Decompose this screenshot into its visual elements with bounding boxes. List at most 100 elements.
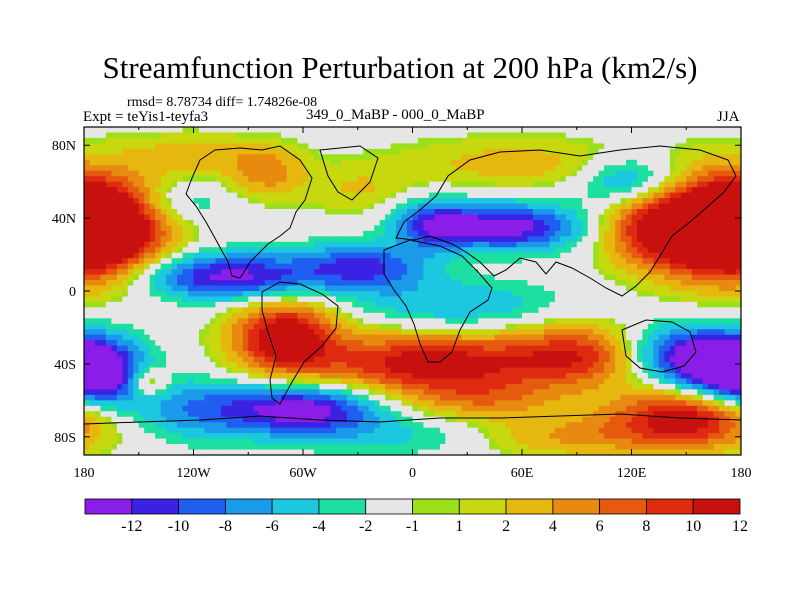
field-cell bbox=[472, 312, 479, 319]
field-cell bbox=[275, 323, 282, 330]
field-cell bbox=[505, 165, 512, 172]
field-cell bbox=[719, 312, 726, 319]
field-cell bbox=[133, 159, 140, 166]
field-cell bbox=[270, 269, 277, 276]
field-cell bbox=[472, 280, 479, 287]
field-cell bbox=[445, 301, 452, 308]
field-cell bbox=[166, 280, 173, 287]
field-cell bbox=[549, 318, 556, 325]
field-cell bbox=[626, 269, 633, 276]
field-cell bbox=[264, 165, 271, 172]
field-cell bbox=[133, 137, 140, 144]
field-cell bbox=[231, 230, 238, 237]
field-cell bbox=[330, 258, 337, 265]
field-cell bbox=[237, 176, 244, 183]
field-cell bbox=[505, 159, 512, 166]
field-cell bbox=[675, 318, 682, 325]
field-cell bbox=[390, 263, 397, 270]
field-cell bbox=[346, 159, 353, 166]
field-cell bbox=[94, 214, 102, 221]
field-cell bbox=[428, 340, 435, 347]
field-cell bbox=[89, 230, 96, 237]
field-cell bbox=[417, 345, 425, 352]
field-cell bbox=[456, 236, 463, 243]
field-cell bbox=[483, 291, 490, 298]
field-cell bbox=[571, 307, 578, 314]
field-cell bbox=[100, 225, 107, 232]
field-cell bbox=[89, 258, 96, 265]
field-cell bbox=[713, 318, 720, 325]
field-cell bbox=[352, 345, 359, 352]
field-cell bbox=[461, 280, 468, 287]
field-cell bbox=[89, 312, 96, 319]
field-cell bbox=[363, 219, 370, 226]
field-cell bbox=[292, 285, 299, 292]
field-cell bbox=[439, 280, 446, 287]
field-cell bbox=[407, 258, 414, 265]
field-cell bbox=[631, 154, 638, 161]
field-cell bbox=[390, 214, 397, 221]
field-cell bbox=[527, 225, 534, 232]
field-cell bbox=[450, 154, 457, 161]
field-cell bbox=[160, 148, 167, 155]
field-cell bbox=[543, 203, 550, 210]
field-cell bbox=[472, 159, 479, 166]
field-cell bbox=[379, 214, 386, 221]
field-cell bbox=[653, 252, 660, 259]
field-cell bbox=[270, 340, 277, 347]
field-cell bbox=[532, 296, 540, 303]
field-cell bbox=[292, 329, 299, 336]
field-cell bbox=[549, 307, 556, 314]
field-cell bbox=[642, 312, 649, 319]
field-cell bbox=[576, 274, 583, 281]
field-cell bbox=[423, 274, 430, 281]
field-cell bbox=[270, 170, 277, 177]
field-cell bbox=[198, 198, 206, 205]
field-cell bbox=[450, 285, 457, 292]
field-cell bbox=[450, 236, 457, 243]
field-cell bbox=[303, 225, 310, 232]
field-cell bbox=[396, 225, 403, 232]
field-cell bbox=[636, 340, 644, 347]
field-cell bbox=[111, 345, 118, 352]
field-cell bbox=[166, 132, 173, 139]
field-cell bbox=[303, 127, 310, 134]
field-cell bbox=[144, 127, 151, 134]
field-cell bbox=[735, 165, 741, 172]
field-cell bbox=[697, 203, 704, 210]
field-cell bbox=[691, 263, 698, 270]
field-cell bbox=[593, 192, 600, 199]
field-cell bbox=[341, 165, 348, 172]
field-cell bbox=[417, 252, 425, 259]
field-cell bbox=[94, 307, 102, 314]
field-cell bbox=[166, 307, 173, 314]
field-cell bbox=[281, 351, 288, 358]
field-cell bbox=[423, 241, 430, 248]
field-cell bbox=[390, 225, 397, 232]
field-cell bbox=[708, 230, 715, 237]
field-cell bbox=[122, 127, 129, 134]
field-cell bbox=[259, 209, 266, 216]
field-cell bbox=[675, 143, 682, 150]
field-cell bbox=[374, 230, 381, 237]
field-cell bbox=[417, 225, 425, 232]
field-cell bbox=[467, 351, 474, 358]
field-cell bbox=[675, 165, 682, 172]
field-cell bbox=[598, 214, 605, 221]
field-cell bbox=[352, 258, 359, 265]
field-cell bbox=[264, 296, 271, 303]
field-cell bbox=[434, 291, 441, 298]
field-cell bbox=[368, 127, 375, 134]
field-cell bbox=[379, 230, 386, 237]
field-cell bbox=[549, 312, 556, 319]
field-cell bbox=[259, 323, 266, 330]
field-cell bbox=[609, 170, 616, 177]
field-cell bbox=[105, 258, 112, 265]
field-cell bbox=[620, 323, 627, 330]
field-cell bbox=[193, 329, 200, 336]
field-cell bbox=[686, 340, 693, 347]
field-cell bbox=[105, 323, 112, 330]
field-cell bbox=[275, 132, 282, 139]
field-cell bbox=[549, 345, 556, 352]
field-cell bbox=[122, 307, 129, 314]
